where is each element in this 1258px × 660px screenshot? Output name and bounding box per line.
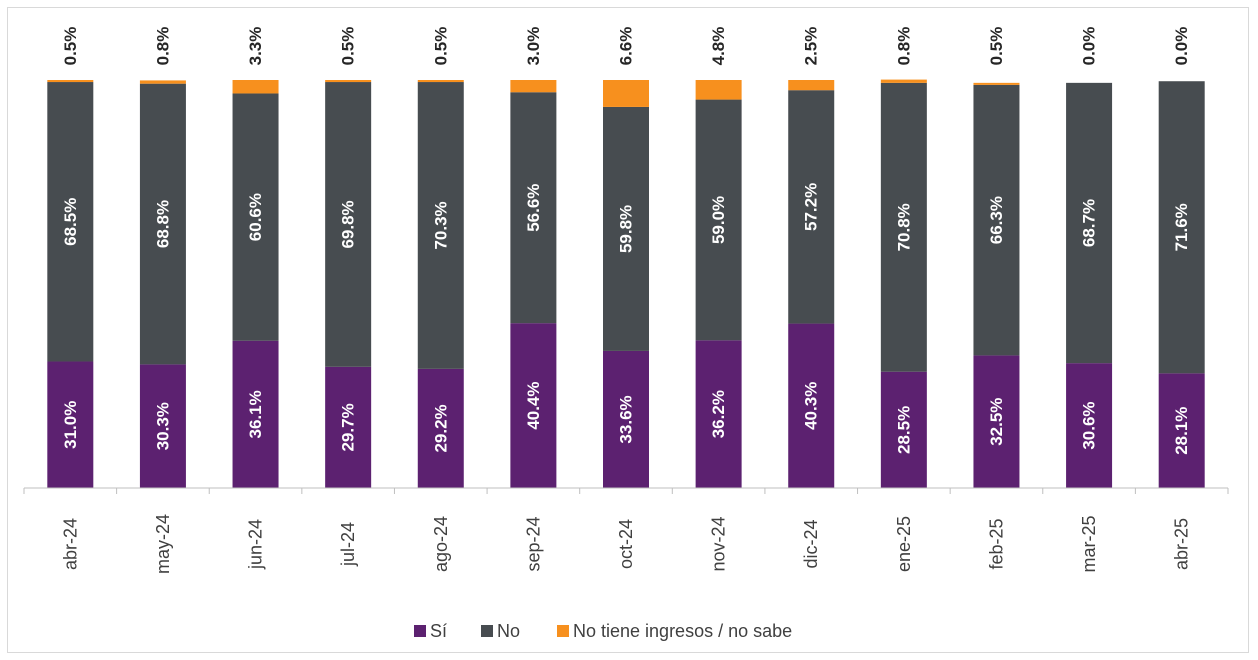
x-tick-label: dic-24 [801, 519, 821, 568]
data-label-si: 31.0% [61, 401, 80, 449]
bar-no-sep-24[interactable] [510, 92, 557, 324]
legend-swatch-si [414, 625, 426, 637]
bar-no-jun-24[interactable] [232, 93, 279, 341]
bar-no-sabe-jul-24[interactable] [325, 80, 372, 83]
data-label-si: 29.7% [339, 403, 358, 451]
data-label-si: 29.2% [431, 404, 450, 452]
data-label-si: 30.3% [153, 402, 172, 450]
data-label-no-sabe: 6.6% [617, 27, 636, 66]
data-label-no: 60.6% [246, 193, 265, 241]
bar-si-jun-24[interactable] [232, 340, 279, 488]
data-label-no: 57.2% [802, 183, 821, 231]
data-label-no: 66.3% [987, 196, 1006, 244]
x-tick-label: nov-24 [709, 516, 729, 571]
x-tick-label: ene-25 [894, 516, 914, 572]
x-tick-label: sep-24 [523, 516, 543, 571]
bar-no-abr-25[interactable] [1158, 81, 1205, 374]
x-tick-label: abr-24 [60, 518, 80, 570]
bar-no-may-24[interactable] [139, 83, 186, 365]
bar-no-dic-24[interactable] [788, 90, 835, 324]
data-label-no: 68.7% [1080, 199, 1099, 247]
bar-si-oct-24[interactable] [603, 350, 649, 488]
bar-no-jul-24[interactable] [325, 82, 372, 367]
legend-label-si: Sí [430, 621, 447, 641]
data-label-si: 40.4% [524, 381, 543, 429]
bar-no-ago-24[interactable] [417, 82, 464, 369]
bar-no-ene-25[interactable] [880, 82, 927, 372]
bar-no-sabe-nov-24[interactable] [695, 80, 742, 100]
data-label-no: 59.0% [709, 196, 728, 244]
data-label-no: 69.8% [339, 200, 358, 248]
bar-no-sabe-jun-24[interactable] [232, 80, 279, 94]
bar-si-may-24[interactable] [139, 364, 186, 488]
data-label-no-sabe: 3.3% [246, 27, 265, 66]
bar-si-abr-25[interactable] [1158, 373, 1205, 488]
data-label-no-sabe: 0.5% [987, 27, 1006, 66]
bar-no-sabe-ene-25[interactable] [880, 79, 927, 83]
x-tick-label: feb-25 [986, 518, 1006, 569]
legend-label-no-sabe: No tiene ingresos / no sabe [573, 621, 792, 641]
x-tick-label: jul-24 [338, 522, 358, 567]
x-tick-label: oct-24 [616, 519, 636, 569]
bar-si-ago-24[interactable] [417, 368, 464, 488]
bar-no-sabe-oct-24[interactable] [603, 80, 649, 107]
legend-swatch-no-sabe [557, 625, 569, 637]
data-label-si: 33.6% [617, 395, 636, 443]
x-tick-label: mar-25 [1079, 515, 1099, 572]
data-label-no: 68.5% [61, 198, 80, 246]
bar-si-abr-24[interactable] [47, 361, 94, 488]
data-label-no-sabe: 4.8% [709, 27, 728, 66]
bar-no-nov-24[interactable] [695, 99, 742, 341]
data-label-no-sabe: 0.5% [431, 27, 450, 66]
data-label-no: 68.8% [153, 200, 172, 248]
data-label-no-sabe: 0.8% [894, 27, 913, 66]
bar-no-mar-25[interactable] [1066, 82, 1113, 364]
data-label-no-sabe: 3.0% [524, 27, 543, 66]
data-label-no: 56.6% [524, 184, 543, 232]
data-label-si: 30.6% [1080, 401, 1099, 449]
x-tick-label: jun-24 [246, 519, 266, 570]
data-label-no-sabe: 2.5% [802, 27, 821, 66]
bar-no-sabe-ago-24[interactable] [417, 80, 464, 83]
data-label-si: 32.5% [987, 398, 1006, 446]
x-tick-label: may-24 [153, 514, 173, 574]
data-label-no-sabe: 0.8% [153, 27, 172, 66]
bar-no-feb-25[interactable] [973, 84, 1020, 356]
bar-no-sabe-dic-24[interactable] [788, 80, 835, 91]
bar-si-nov-24[interactable] [695, 340, 742, 488]
bar-si-dic-24[interactable] [788, 323, 835, 488]
bar-si-ene-25[interactable] [880, 371, 927, 488]
data-label-no-sabe: 0.0% [1172, 27, 1191, 66]
bar-no-sabe-abr-24[interactable] [47, 80, 94, 83]
data-label-si: 40.3% [802, 382, 821, 430]
bar-si-feb-25[interactable] [973, 355, 1020, 488]
x-tick-label: ago-24 [431, 516, 451, 572]
x-tick-label: abr-25 [1172, 518, 1192, 570]
data-label-si: 36.2% [709, 390, 728, 438]
data-label-no: 70.3% [431, 201, 450, 249]
bar-no-sabe-feb-25[interactable] [973, 82, 1020, 85]
data-label-si: 28.5% [894, 406, 913, 454]
bar-si-sep-24[interactable] [510, 323, 557, 488]
data-label-no-sabe: 0.0% [1080, 27, 1099, 66]
bar-si-mar-25[interactable] [1066, 363, 1113, 488]
data-label-no-sabe: 0.5% [339, 27, 358, 66]
data-label-si: 28.1% [1172, 407, 1191, 455]
bar-si-jul-24[interactable] [325, 366, 372, 488]
bar-no-sabe-sep-24[interactable] [510, 80, 557, 93]
data-label-si: 36.1% [246, 390, 265, 438]
data-label-no: 70.8% [894, 203, 913, 251]
bar-no-sabe-may-24[interactable] [139, 80, 186, 84]
data-label-no-sabe: 0.5% [61, 27, 80, 66]
legend-swatch-no [481, 625, 493, 637]
data-label-no: 59.8% [617, 205, 636, 253]
bar-no-abr-24[interactable] [47, 82, 94, 362]
legend-label-no: No [497, 621, 520, 641]
data-label-no: 71.6% [1172, 203, 1191, 251]
bar-no-oct-24[interactable] [603, 106, 649, 351]
